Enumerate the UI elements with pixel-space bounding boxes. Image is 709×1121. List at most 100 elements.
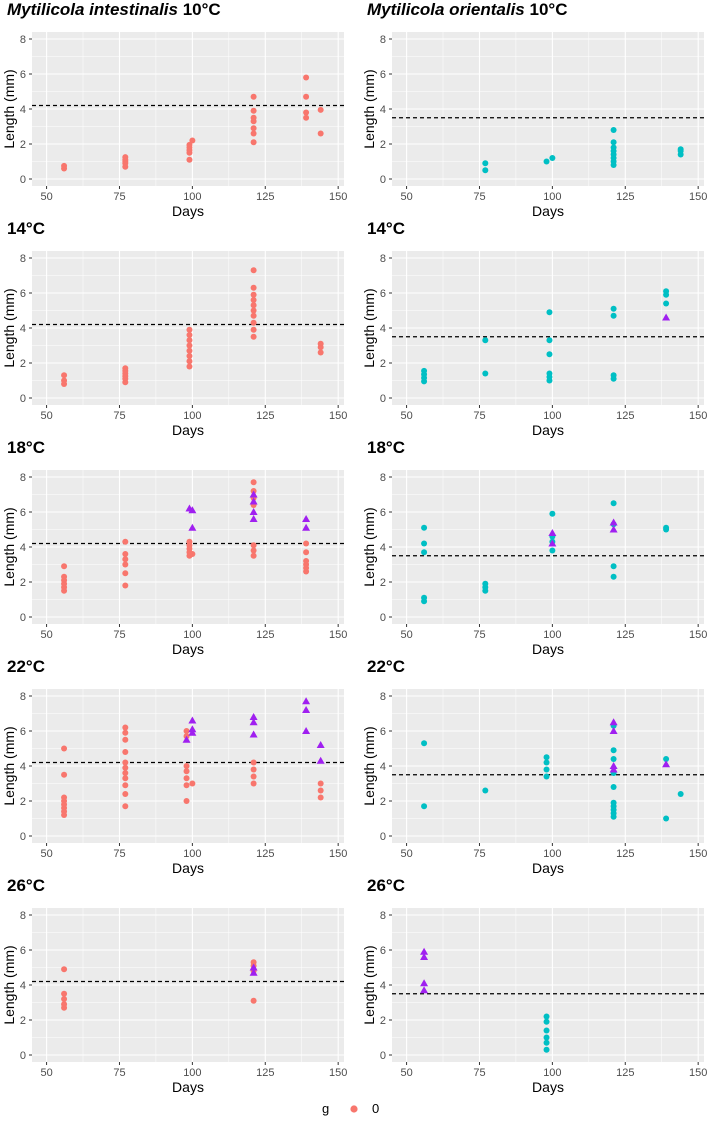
panel-9-point xyxy=(61,966,68,973)
panel-8: 22°C 50 75 100 125 150 0 2 4 6 8 Days Length (mm) xyxy=(361,657,707,876)
panel-4-point xyxy=(546,351,553,358)
panel-3-point xyxy=(122,365,129,372)
panel-6-point xyxy=(482,580,489,587)
panel-6-title: 18°C xyxy=(367,438,405,457)
panel-5-triangle-point xyxy=(249,515,258,522)
panel-2-title-species: Mytilicola orientalis xyxy=(367,0,530,19)
panel-10-x-tick-label: 100 xyxy=(543,1067,561,1079)
panel-5-point xyxy=(303,540,310,547)
panel-5-point xyxy=(122,570,129,577)
panels-group: Mytilicola intestinalis 10°C 50 75 100 125 15… xyxy=(1,0,707,1095)
panel-2-y-axis-label: Length (mm) xyxy=(361,69,377,148)
panel-1-point xyxy=(189,137,196,144)
panel-3-point xyxy=(186,326,193,333)
panel-7-point xyxy=(317,780,324,787)
panel-7-point xyxy=(122,782,129,789)
panel-2-title: Mytilicola orientalis 10°C xyxy=(367,0,567,19)
panel-2-x-tick-label: 50 xyxy=(400,191,412,203)
panel-1-y-axis-label: Length (mm) xyxy=(1,69,17,148)
panel-4-x-tick-label: 100 xyxy=(543,410,561,422)
panel-4-title: 14°C xyxy=(367,219,405,238)
panel-8-point xyxy=(421,740,428,747)
panel-8-title: 22°C xyxy=(367,657,405,676)
panel-5-y-tick-label: 8 xyxy=(20,472,26,484)
panel-8-point xyxy=(610,799,617,806)
panel-1-point xyxy=(317,130,324,137)
panel-4-point xyxy=(610,305,617,312)
panel-8-x-tick-label: 125 xyxy=(616,848,634,860)
panel-6-triangle-point xyxy=(548,539,557,547)
panel-6-triangle-point xyxy=(609,518,618,526)
panel-3-title: 14°C xyxy=(7,219,45,238)
panel-8-x-tick-label: 75 xyxy=(473,848,485,860)
panel-7-triangle-point xyxy=(188,716,197,724)
panel-1-point xyxy=(303,114,310,121)
legend-key-circle xyxy=(350,1105,358,1113)
panel-4-point xyxy=(482,337,489,344)
panel-7-triangle-point xyxy=(249,718,258,726)
panel-5-title: 18°C xyxy=(7,438,45,457)
panel-7-point xyxy=(122,770,129,776)
panel-10-y-tick-label: 4 xyxy=(380,980,386,992)
panel-4-y-tick-label: 8 xyxy=(380,253,386,265)
panel-10: 26°C 50 75 100 125 150 0 2 4 6 8 Days Length (mm) xyxy=(361,876,707,1095)
panel-7: 22°C 50 75 100 125 150 0 2 4 6 8 Days Length (mm) xyxy=(1,657,347,876)
panel-1-title: Mytilicola intestinalis 10°C xyxy=(7,0,221,19)
panel-7-triangle-point xyxy=(249,730,258,738)
panel-7-triangle-point xyxy=(188,725,197,733)
panel-6-y-tick-label: 8 xyxy=(380,472,386,484)
panel-10-x-tick-label: 75 xyxy=(473,1067,485,1079)
panel-1-title-temp: 10°C xyxy=(183,0,221,19)
panel-7-point xyxy=(317,787,324,794)
panel-7-triangle-point xyxy=(302,697,311,705)
panel-8-y-tick-label: 2 xyxy=(380,796,386,808)
panel-3-point xyxy=(186,332,193,338)
panel-7-point xyxy=(61,745,68,752)
panel-3-y-tick-label: 0 xyxy=(20,393,26,405)
panel-10-x-tick-label: 125 xyxy=(616,1067,634,1079)
panel-2-point xyxy=(482,160,489,167)
panel-5-x-tick-label: 50 xyxy=(40,629,52,641)
panel-8-point xyxy=(543,766,550,773)
panel-4-point xyxy=(610,372,617,379)
panel-8-point xyxy=(543,754,550,761)
panel-5-y-tick-label: 0 xyxy=(20,612,26,624)
panel-8-y-tick-label: 0 xyxy=(380,831,386,843)
panel-9-y-axis-label: Length (mm) xyxy=(1,945,17,1024)
panel-9-y-tick-label: 4 xyxy=(20,980,26,992)
panel-7-y-axis-label: Length (mm) xyxy=(1,726,17,805)
panel-8-point xyxy=(543,773,550,780)
panel-7-point xyxy=(183,768,190,775)
panel-3: 14°C 50 75 100 125 150 0 2 4 6 8 Days Length (mm) xyxy=(1,219,347,438)
panel-10-triangle-point xyxy=(420,986,429,994)
panel-10-point xyxy=(543,1027,550,1034)
panel-1-title-species: Mytilicola intestinalis xyxy=(7,0,183,19)
panel-3-y-tick-label: 2 xyxy=(20,358,26,370)
panel-1-x-tick-label: 125 xyxy=(256,191,274,203)
panel-7-point xyxy=(183,775,190,782)
panel-8-y-tick-label: 4 xyxy=(380,761,386,773)
panel-5-y-tick-label: 4 xyxy=(20,542,26,554)
legend: g 0 xyxy=(322,1101,379,1116)
panel-5-point xyxy=(186,538,193,545)
panel-6-x-tick-label: 100 xyxy=(543,629,561,641)
panel-2-title-temp: 10°C xyxy=(530,0,568,19)
panel-10-title: 26°C xyxy=(367,876,405,895)
panel-4-y-tick-label: 6 xyxy=(380,288,386,300)
panel-7-point xyxy=(122,803,129,810)
panel-7-point xyxy=(61,771,68,778)
panel-4-point xyxy=(663,300,670,307)
panel-2-y-tick-label: 8 xyxy=(380,34,386,46)
panel-3-point xyxy=(186,353,193,359)
panel-10-title-temp: 26°C xyxy=(367,876,405,895)
panel-6-point xyxy=(421,540,428,547)
panel-1-point xyxy=(317,106,324,113)
panel-9-triangle-point xyxy=(249,963,258,971)
panel-8-triangle-point xyxy=(662,760,671,768)
panel-7-point xyxy=(122,764,129,771)
panel-8-triangle-point xyxy=(609,727,618,734)
panel-4-point xyxy=(482,370,489,377)
panel-6-x-tick-label: 50 xyxy=(400,629,412,641)
panel-7-point xyxy=(183,798,190,804)
